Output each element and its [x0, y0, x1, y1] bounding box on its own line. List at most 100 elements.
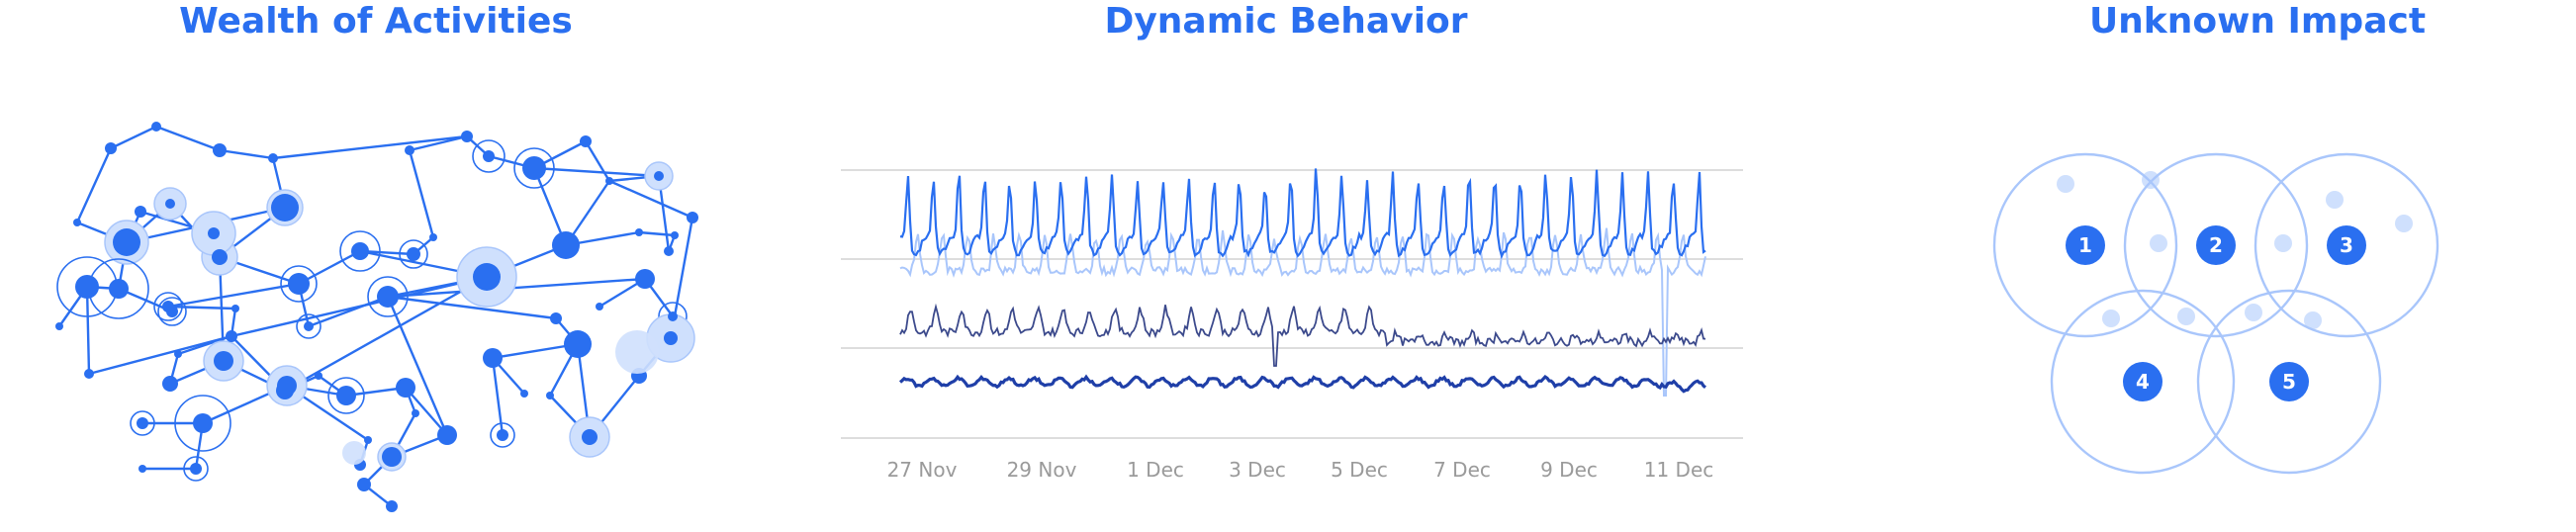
- network-node: [412, 409, 419, 417]
- network-node: [407, 247, 420, 261]
- network-node: [483, 348, 503, 368]
- network-node: [520, 390, 528, 398]
- network-edge: [386, 295, 449, 437]
- venn-dot: [2142, 171, 2160, 189]
- network-node: [564, 330, 592, 358]
- network-node-ring: [174, 395, 231, 452]
- network-node: [635, 269, 655, 289]
- network-edge: [271, 134, 469, 160]
- x-tick-label: 11 Dec: [1644, 458, 1714, 482]
- network-edge: [307, 295, 390, 328]
- network-node-halo: [342, 441, 366, 465]
- network-edge: [386, 295, 558, 320]
- network-edge: [297, 249, 362, 286]
- line-chart: 27 Nov 29 Nov 1 Dec 3 Dec 5 Dec 7 Dec 9 Dec 11 …: [841, 168, 1743, 482]
- network-node-ring: [399, 239, 428, 269]
- network-node: [497, 429, 508, 441]
- network-edge: [358, 249, 415, 256]
- venn-panel: Unknown Impact 1 2 3 4 5: [1939, 0, 2576, 532]
- network-node: [382, 447, 402, 467]
- network-edge: [607, 179, 694, 220]
- network-node: [55, 322, 63, 330]
- network-node: [654, 171, 664, 181]
- network-node: [550, 312, 562, 324]
- venn-badge: [2327, 225, 2366, 265]
- network-node: [73, 219, 81, 226]
- network-node: [231, 305, 239, 312]
- network-node: [226, 330, 237, 342]
- network-node: [351, 242, 369, 260]
- network-node: [137, 417, 148, 429]
- venn-dot: [2245, 304, 2262, 321]
- network-edge: [166, 282, 301, 309]
- network-edge: [230, 275, 489, 338]
- network-node: [336, 386, 356, 405]
- network-node-ring: [130, 410, 155, 436]
- venn-dot: [2177, 308, 2195, 325]
- network-node: [208, 227, 220, 239]
- venn-dot: [2395, 215, 2413, 232]
- network-node: [668, 311, 678, 321]
- series-line: [899, 227, 1706, 397]
- network-node: [429, 233, 437, 241]
- venn-circle: [2050, 289, 2236, 475]
- network-node: [271, 194, 299, 222]
- network-edge: [218, 148, 275, 160]
- venn-label: 3: [2340, 233, 2353, 257]
- venn-badge: [2123, 362, 2162, 401]
- network-edge: [75, 146, 113, 224]
- network-node: [162, 301, 174, 312]
- series-line: [899, 168, 1706, 260]
- network-node: [461, 131, 473, 142]
- network-edge: [532, 166, 568, 247]
- network-node: [213, 143, 227, 157]
- network-node: [135, 206, 146, 218]
- network-edge: [386, 277, 647, 299]
- venn-diagram: 1 2 3 4 5: [1992, 152, 2439, 475]
- network-node: [288, 273, 310, 295]
- network-node: [580, 135, 592, 147]
- network-node: [151, 122, 161, 132]
- network-node: [405, 145, 414, 155]
- venn-dot: [2304, 311, 2322, 329]
- venn-dot: [2274, 234, 2292, 252]
- network-edge: [408, 134, 469, 152]
- venn-circle: [1992, 152, 2178, 338]
- network-node-ring: [183, 456, 209, 482]
- network-node: [552, 231, 580, 259]
- network-edge: [532, 166, 661, 178]
- series-line: [898, 374, 1706, 394]
- network-node-ring: [367, 276, 409, 317]
- x-tick-label: 5 Dec: [1331, 458, 1388, 482]
- network-edge: [166, 305, 237, 310]
- network-node: [364, 436, 372, 444]
- venn-dot: [2150, 234, 2167, 252]
- network-node: [396, 378, 415, 398]
- network-edge: [87, 334, 233, 376]
- x-tick-label: 29 Nov: [1007, 458, 1077, 482]
- network-node-ring: [339, 230, 381, 272]
- network-node-ring: [490, 422, 515, 448]
- venn-label: 1: [2078, 233, 2092, 257]
- network-edge: [584, 139, 611, 183]
- network-title: Wealth of Activities: [179, 1, 573, 42]
- network-node: [635, 228, 643, 236]
- venn-badge: [2196, 225, 2236, 265]
- x-tick-label: 7 Dec: [1433, 458, 1491, 482]
- venn-badge: [2269, 362, 2309, 401]
- venn-label: 5: [2282, 370, 2296, 394]
- network-node: [483, 150, 495, 162]
- network-node: [193, 413, 213, 433]
- network-node: [605, 177, 613, 185]
- network-node: [671, 231, 679, 239]
- network-node: [105, 142, 117, 154]
- network-edge: [408, 148, 435, 239]
- network-node-ring: [280, 265, 318, 303]
- network-node: [357, 478, 371, 491]
- network-node: [473, 263, 501, 291]
- network-node-ring: [296, 313, 322, 339]
- network-edge: [154, 125, 222, 152]
- chart-panel: Dynamic Behavior 27 Nov 29 Nov 1 Dec 3 Dec 5…: [791, 0, 1781, 532]
- network-edge: [344, 386, 408, 398]
- network-node: [214, 351, 233, 371]
